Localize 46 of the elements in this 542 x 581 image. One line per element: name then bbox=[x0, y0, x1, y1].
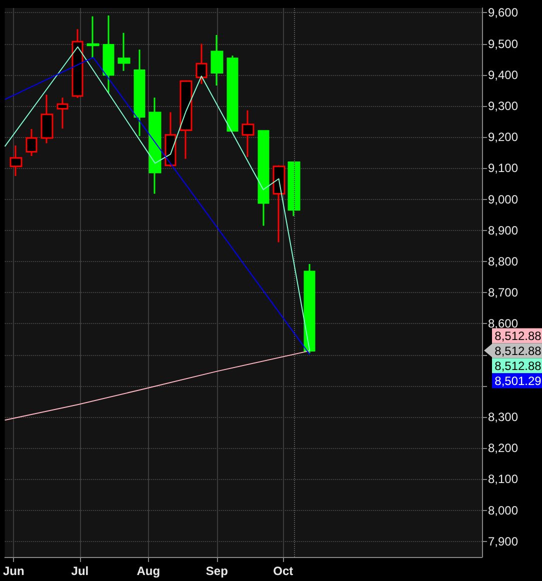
y-tick-label: 8,000 bbox=[488, 503, 518, 518]
x-tick-label: Jul bbox=[71, 564, 89, 578]
text: 8,512.88 bbox=[494, 358, 542, 373]
candlestick bbox=[164, 111, 176, 168]
text: 8,501.29 bbox=[494, 374, 542, 388]
candlestick bbox=[10, 144, 22, 177]
candlestick bbox=[134, 48, 146, 137]
x-tick-label: Oct bbox=[273, 564, 294, 578]
y-tick-label: 8,100 bbox=[488, 472, 518, 486]
y-tick-label: 9,500 bbox=[488, 36, 518, 51]
y-tick-label: 8,600 bbox=[488, 316, 518, 331]
candlestick bbox=[196, 43, 208, 85]
y-tick-label: 9,400 bbox=[488, 68, 518, 82]
candlestick bbox=[242, 110, 254, 158]
y-tick-label: 8,900 bbox=[488, 223, 518, 238]
y-tick-label: 8,200 bbox=[488, 441, 518, 456]
y-tick-label: 9,100 bbox=[488, 161, 518, 176]
candlestick bbox=[118, 32, 130, 72]
y-tick-label: 8,700 bbox=[488, 286, 518, 300]
x-tick-label: Aug bbox=[136, 564, 160, 578]
y-tick-label: 9,600 bbox=[488, 6, 518, 20]
y-tick-label: 9,000 bbox=[488, 192, 518, 206]
candlestick bbox=[210, 34, 224, 86]
text: 8,512.88 bbox=[494, 344, 542, 358]
candlestick bbox=[288, 161, 300, 217]
candlestick bbox=[102, 14, 114, 94]
y-tick-label: 7,900 bbox=[488, 534, 518, 548]
candlestick bbox=[72, 28, 84, 99]
candlestick bbox=[304, 263, 316, 354]
x-tick-label: Sep bbox=[206, 564, 228, 578]
y-tick-label: 9,200 bbox=[488, 130, 518, 144]
y-tick-label: 9,300 bbox=[488, 98, 518, 113]
candlestick bbox=[148, 96, 162, 194]
x-tick-label: Jun bbox=[2, 564, 24, 578]
candlestick bbox=[40, 94, 54, 144]
candlestick bbox=[272, 164, 286, 243]
candlestick bbox=[226, 54, 238, 132]
candlestick bbox=[26, 128, 38, 157]
candlestick bbox=[258, 129, 270, 226]
candlestick bbox=[56, 96, 68, 130]
line-series bbox=[4, 350, 310, 421]
candlestick bbox=[86, 16, 100, 59]
text: 8,512.88 bbox=[494, 328, 542, 343]
candlestick bbox=[180, 80, 192, 160]
y-tick-label: 8,800 bbox=[488, 254, 518, 269]
y-tick-label: 8,300 bbox=[488, 410, 518, 424]
